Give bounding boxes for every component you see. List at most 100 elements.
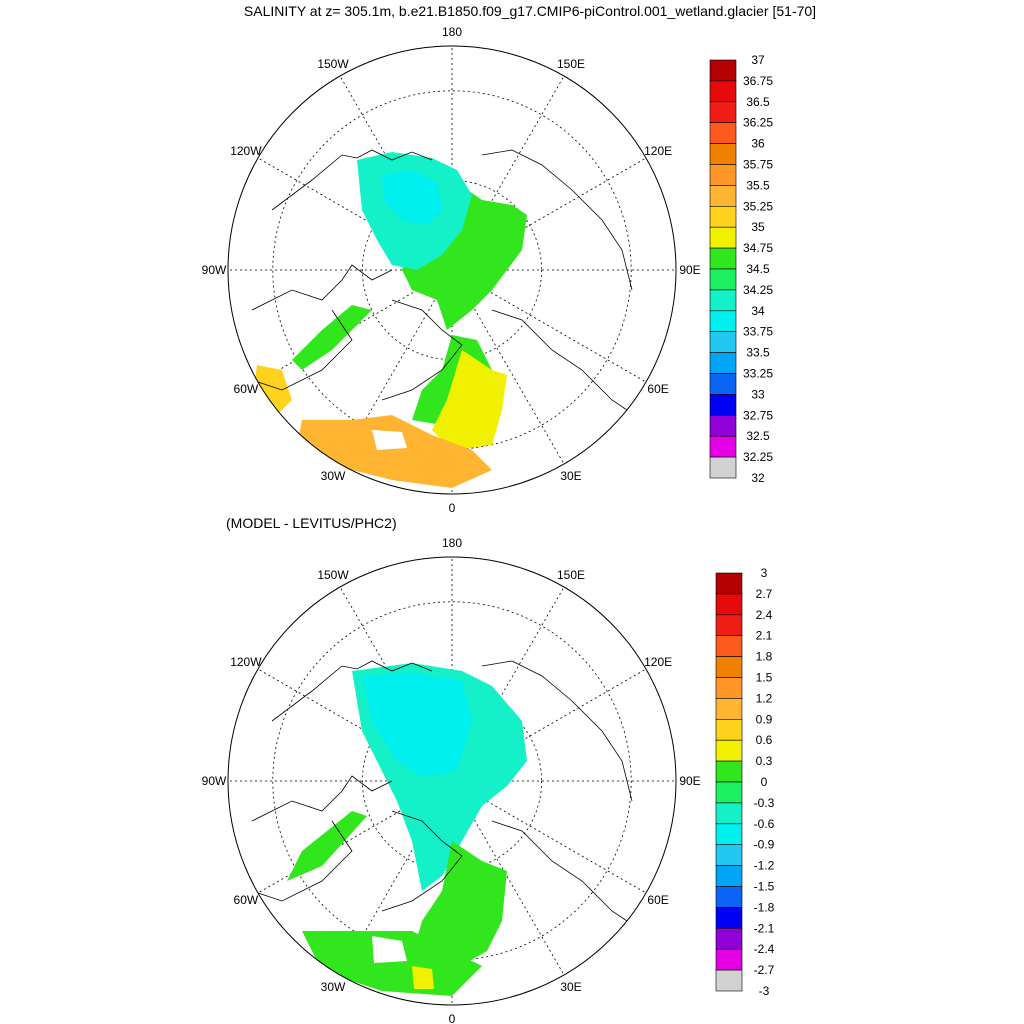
- colorbar-box: [715, 614, 743, 636]
- colorbar-tick-label: 36.5: [746, 95, 770, 109]
- longitude-label: 30E: [560, 980, 581, 994]
- longitude-label: 150E: [557, 57, 585, 71]
- colorbar-tick-label: 0.6: [756, 733, 773, 747]
- colorbar-tick-label: 0: [761, 775, 768, 789]
- colorbar-tick-label: 2.1: [756, 629, 773, 643]
- atlantic-south-region: [297, 415, 492, 488]
- difference-map-panel: 180 150W 150E 120W 120E 90W 90E 60W 60E 30W 30E 0: [202, 536, 701, 1024]
- longitude-label: 60W: [234, 382, 259, 396]
- colorbar-tick-label: 33: [751, 387, 765, 401]
- longitude-label: 120E: [644, 655, 672, 669]
- colorbar-box: [715, 969, 743, 992]
- colorbar-box: [709, 310, 737, 332]
- colorbar-box: [709, 59, 737, 82]
- coastline: [251, 309, 353, 391]
- iceland-warm-anomaly: [412, 966, 434, 989]
- colorbar-tick-label: -1.8: [754, 900, 775, 914]
- colorbar-tick-label: 34.25: [743, 283, 773, 297]
- colorbar-tick-label: -2.1: [754, 921, 775, 935]
- main-title: SALINITY at z= 305.1m, b.e21.B1850.f09_g…: [243, 3, 817, 19]
- map-border: [227, 556, 677, 1006]
- beaufort-gyre-core: [362, 673, 472, 776]
- colorbar-box: [715, 593, 743, 616]
- meridian-line: [451, 157, 647, 271]
- baffin-bay-region: [287, 811, 367, 881]
- colorbar-box: [715, 948, 743, 971]
- longitude-label: 60W: [234, 893, 259, 907]
- colorbar-tick-label: -3: [759, 984, 770, 998]
- colorbar-box: [715, 760, 743, 783]
- beaufort-gyre-core: [382, 170, 442, 225]
- colorbar-box: [709, 414, 737, 437]
- longitude-label: 30E: [560, 469, 581, 483]
- colorbar-tick-label: 37: [751, 53, 765, 67]
- colorbar-tick-label: 35.75: [743, 158, 773, 172]
- colorbar-tick-label: 36.75: [743, 74, 773, 88]
- colorbar-tick-label: 36.25: [743, 116, 773, 130]
- meridian-line: [451, 668, 647, 782]
- meridian-line: [451, 780, 647, 894]
- longitude-label: 150E: [557, 568, 585, 582]
- nordic-seas-region: [412, 841, 507, 971]
- longitude-label: 0: [449, 1012, 456, 1024]
- colorbar-box: [709, 247, 737, 270]
- colorbar-box: [709, 226, 737, 249]
- longitude-label: 90E: [679, 774, 700, 788]
- longitude-label: 120W: [230, 144, 262, 158]
- colorbar-tick-label: 35.25: [743, 199, 773, 213]
- coastline: [271, 660, 433, 722]
- colorbar-tick-label: -0.3: [754, 796, 775, 810]
- colorbar-box: [715, 886, 743, 908]
- longitude-label: 0: [449, 501, 456, 515]
- difference-colorbar: 3 2.7 2.4 2.1 1.8 1.5 1.2 0.9 0.6 0.3 0 -0.3 -0.6 -0.…: [715, 566, 775, 998]
- meridian-line: [451, 269, 565, 465]
- colorbar-box: [715, 739, 743, 762]
- colorbar-tick-label: 32.75: [743, 408, 773, 422]
- colorbar-tick-label: -2.4: [754, 942, 775, 956]
- colorbar-tick-label: 1.8: [756, 650, 773, 664]
- longitude-label: 90W: [202, 263, 227, 277]
- colorbar-tick-label: 36: [751, 137, 765, 151]
- colorbar-tick-label: 34: [751, 304, 765, 318]
- colorbar-box: [709, 164, 737, 186]
- coastline: [481, 149, 633, 291]
- map-border: [227, 45, 677, 495]
- colorbar-box: [715, 802, 743, 825]
- colorbar-tick-label: 0.9: [756, 712, 773, 726]
- colorbar-tick-label: 33.75: [743, 325, 773, 339]
- map-content: [228, 557, 676, 1005]
- colorbar-box: [715, 718, 743, 741]
- colorbar-box: [715, 698, 743, 720]
- longitude-label: 180: [442, 25, 462, 39]
- coastline: [251, 264, 393, 311]
- salinity-colorbar: 37 36.75 36.5 36.25 36 35.75 35.5 35.25 35 34.75 3…: [709, 53, 773, 485]
- coastline: [491, 309, 643, 421]
- longitude-label: 120E: [644, 144, 672, 158]
- colorbar-box: [709, 456, 737, 479]
- coastline: [481, 660, 633, 802]
- colorbar-box: [715, 865, 743, 887]
- colorbar-tick-label: 32.25: [743, 450, 773, 464]
- meridian-line: [257, 157, 453, 271]
- colorbar-box: [709, 435, 737, 458]
- colorbar-tick-label: 35: [751, 220, 765, 234]
- colorbar-tick-label: -2.7: [754, 963, 775, 977]
- colorbar-tick-label: 33.25: [743, 367, 773, 381]
- meridian-line: [451, 780, 565, 976]
- longitude-label: 180: [442, 536, 462, 550]
- meridian-line: [451, 269, 647, 383]
- colorbar-box: [709, 101, 737, 124]
- longitude-label: 120W: [230, 655, 262, 669]
- longitude-label: 150W: [317, 568, 349, 582]
- colorbar-box: [709, 268, 737, 291]
- colorbar-box: [715, 907, 743, 929]
- salinity-map-panel: 180 150W 150E 120W 120E 90W 90E 60W 60E 30W 30E 0: [202, 25, 701, 515]
- colorbar-tick-label: 34.5: [746, 262, 770, 276]
- nordic-seas-region: [432, 350, 507, 450]
- colorbar-box: [709, 289, 737, 312]
- colorbar-box: [715, 844, 743, 866]
- colorbar-tick-label: 0.3: [756, 754, 773, 768]
- colorbar-box: [709, 373, 737, 395]
- colorbar-tick-label: 2.4: [756, 608, 773, 622]
- colorbar-tick-label: 1.2: [756, 691, 773, 705]
